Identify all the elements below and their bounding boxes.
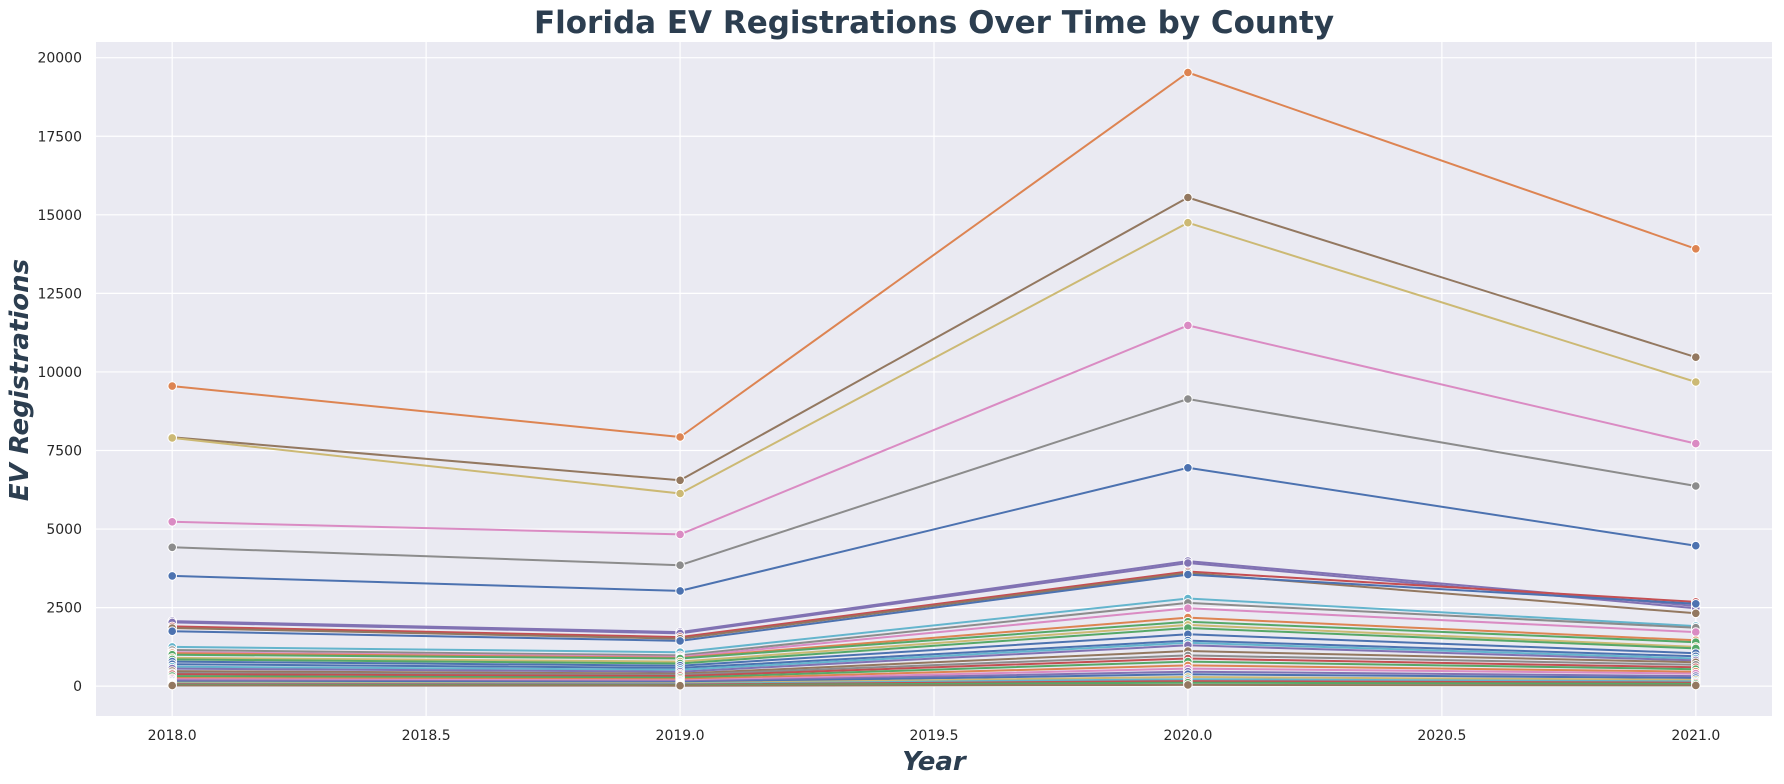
y-tick-label: 20000 <box>37 51 82 67</box>
x-tick-label: 2019.0 <box>656 728 705 744</box>
series-line <box>172 597 1696 654</box>
x-tick-label: 2021.0 <box>1671 728 1720 744</box>
data-point <box>1183 192 1193 203</box>
data-point <box>167 542 177 553</box>
series-line <box>172 683 1696 687</box>
series-group <box>167 217 1701 499</box>
data-point <box>167 433 177 443</box>
series-line <box>172 650 1696 675</box>
data-point <box>675 636 685 646</box>
data-point <box>1183 217 1193 228</box>
series-group <box>167 67 1701 442</box>
series-group <box>167 394 1701 571</box>
series-line <box>172 601 1696 657</box>
data-point <box>1183 463 1193 473</box>
series-group <box>167 463 1701 596</box>
y-axis-title: EV Registrations <box>5 259 35 501</box>
data-point <box>1183 320 1193 331</box>
y-tick-label: 17500 <box>37 129 82 145</box>
y-tick-label: 2500 <box>46 601 82 617</box>
data-point <box>1183 603 1193 614</box>
series-line <box>172 560 1696 634</box>
y-tick-label: 10000 <box>37 365 82 381</box>
data-point <box>1691 608 1701 619</box>
data-point <box>167 517 177 527</box>
chart-title: Florida EV Registrations Over Time by Co… <box>534 5 1334 41</box>
data-point <box>675 475 685 486</box>
series-line <box>172 562 1696 635</box>
series-line <box>172 572 1696 640</box>
data-point <box>675 560 685 571</box>
series-line <box>172 670 1696 683</box>
series-line <box>172 660 1696 679</box>
series-layer <box>167 67 1701 691</box>
data-point <box>1691 481 1701 491</box>
data-point <box>167 626 177 637</box>
data-point <box>1183 394 1193 404</box>
series-line <box>172 627 1696 665</box>
y-tick-label: 12500 <box>37 286 82 302</box>
series-line <box>172 196 1697 482</box>
data-point <box>1691 599 1701 609</box>
x-tick-label: 2019.5 <box>910 728 959 744</box>
x-axis-title: Year <box>902 747 968 777</box>
data-point <box>1691 627 1701 637</box>
data-point <box>1183 680 1193 690</box>
series-line <box>172 639 1696 669</box>
data-point <box>1691 540 1701 551</box>
series-group <box>167 569 1701 646</box>
data-point <box>167 381 177 391</box>
series-line <box>172 398 1696 567</box>
series-line <box>172 573 1696 642</box>
data-point <box>1691 377 1701 387</box>
data-point <box>675 488 685 499</box>
x-tick-label: 2018.5 <box>402 728 451 744</box>
series-line <box>172 620 1696 660</box>
y-tick-label: 7500 <box>46 443 82 459</box>
x-tick-label: 2020.5 <box>1417 728 1466 744</box>
series-line <box>172 616 1696 659</box>
series-line <box>172 570 1696 639</box>
series-line <box>172 657 1696 678</box>
y-tick-label: 0 <box>73 679 82 695</box>
data-point <box>675 680 685 691</box>
series-line <box>172 324 1697 536</box>
data-point <box>1183 569 1193 580</box>
data-point <box>1183 558 1193 568</box>
x-tick-label: 2020.0 <box>1163 728 1212 744</box>
x-tick-label: 2018.0 <box>148 728 197 744</box>
data-point <box>675 432 685 442</box>
data-point <box>167 571 177 581</box>
y-tick-label: 5000 <box>46 522 82 538</box>
y-tick-label: 15000 <box>37 208 82 224</box>
data-point <box>1691 352 1701 363</box>
tick-labels: 2018.0 2018.5 2019.0 2019.5 2020.0 2020.5 2021… <box>37 51 1720 744</box>
series-line <box>172 644 1696 673</box>
series-line <box>172 667 1696 682</box>
series-group <box>167 320 1701 540</box>
data-point <box>1183 67 1193 78</box>
series-line <box>172 466 1696 592</box>
series-line <box>172 654 1696 676</box>
data-point <box>1691 244 1701 254</box>
series-line <box>172 664 1696 681</box>
series-group <box>167 680 1701 691</box>
data-point <box>675 586 685 596</box>
data-point <box>1691 438 1701 449</box>
series-line <box>172 633 1696 667</box>
data-point <box>1691 680 1701 691</box>
series-line <box>172 71 1697 438</box>
series-line <box>172 221 1697 495</box>
data-point <box>167 680 177 691</box>
data-point <box>675 529 685 540</box>
series-line <box>172 641 1696 671</box>
series-line <box>172 623 1696 663</box>
